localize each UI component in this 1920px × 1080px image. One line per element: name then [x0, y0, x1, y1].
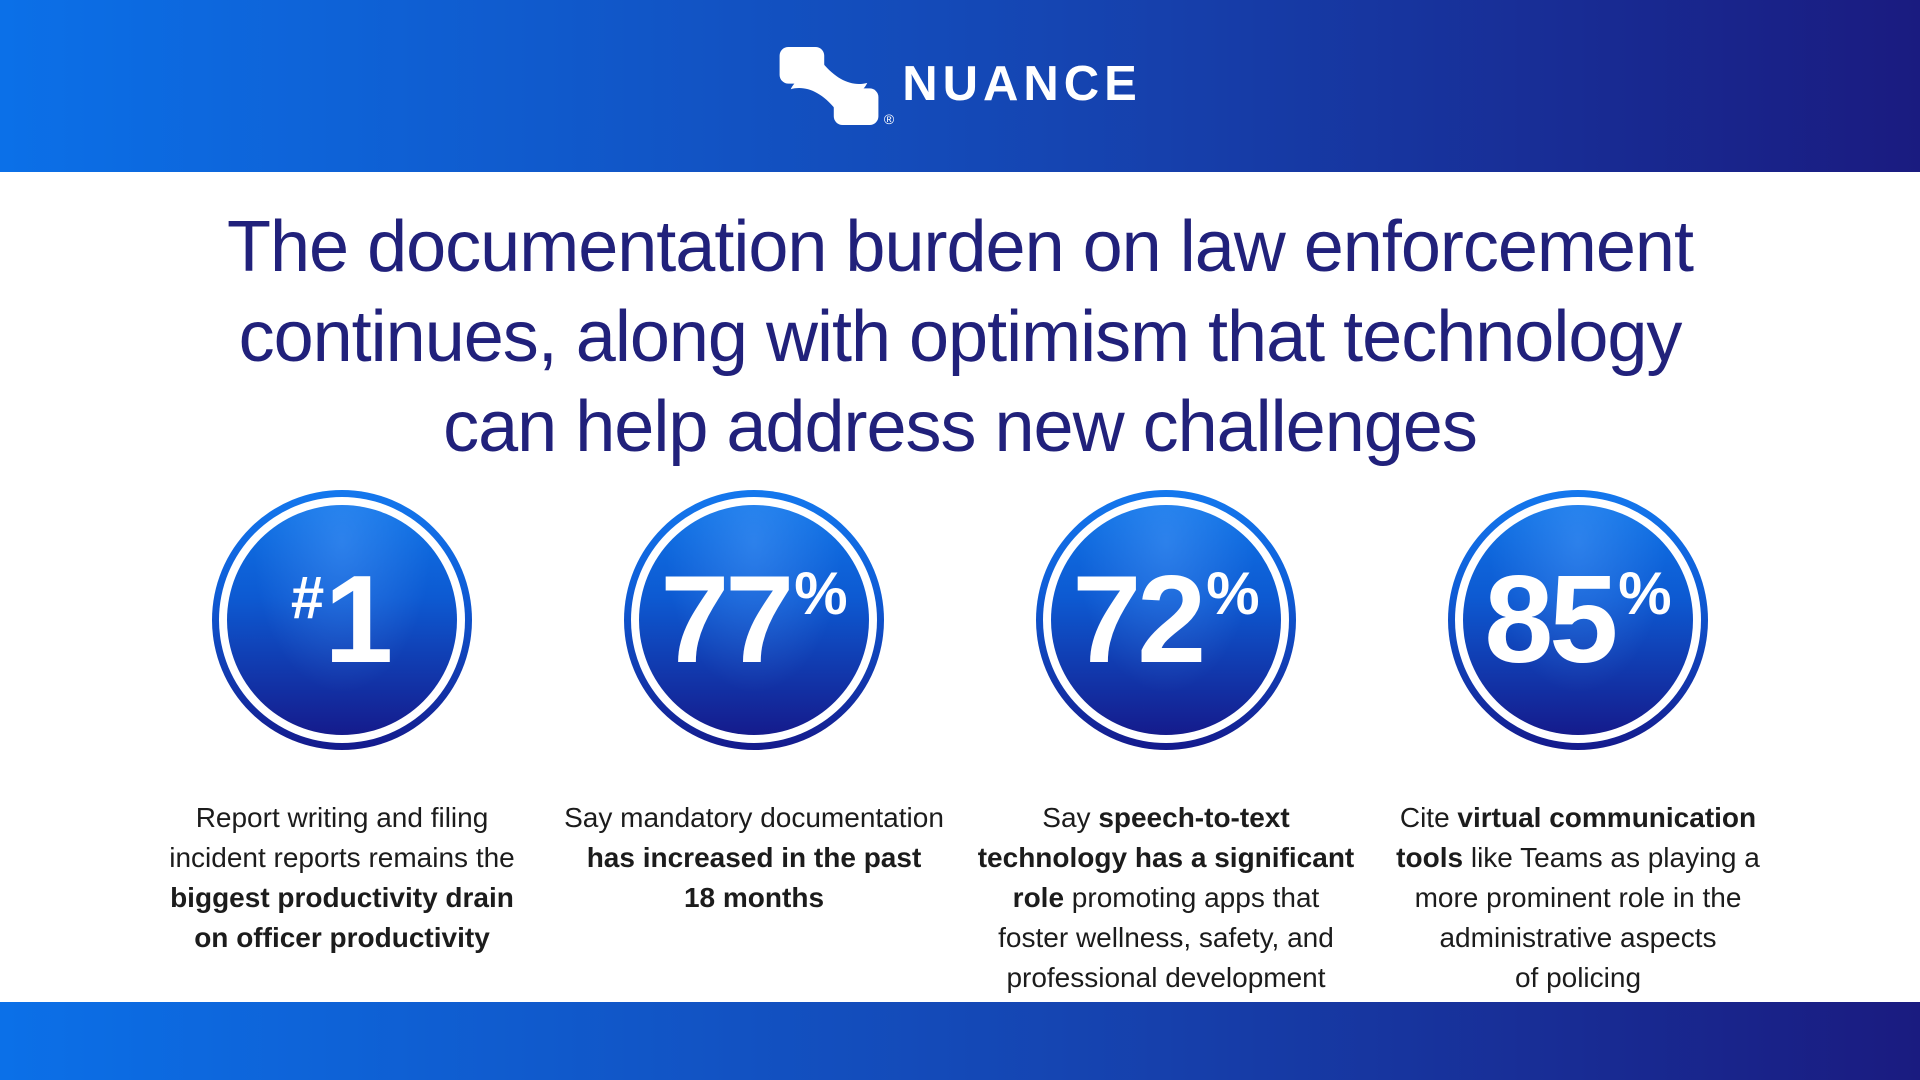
- desc-line: Say mandatory documentation: [564, 802, 944, 833]
- stat-value: 77: [660, 551, 794, 689]
- stats-row: # 1 Report writing and filing incident re…: [0, 490, 1920, 998]
- desc-line: tools like Teams as playing a: [1396, 842, 1760, 873]
- desc-line: incident reports remains the: [169, 842, 515, 873]
- stat-badge: 85 %: [1448, 490, 1708, 750]
- bottom-brand-bar: [0, 1002, 1920, 1080]
- desc-line: has increased in the past: [586, 842, 922, 873]
- nuance-swoosh-icon-svg: [779, 46, 879, 126]
- desc-line: administrative aspects: [1439, 922, 1717, 953]
- swoosh-flag-bottom: [790, 75, 879, 126]
- registered-mark-icon: ®: [883, 111, 895, 127]
- stat-number: 85 %: [1484, 558, 1671, 682]
- desc-line: professional development: [1006, 962, 1326, 993]
- desc-line: on officer productivity: [194, 922, 490, 953]
- stat-number: # 1: [291, 558, 393, 682]
- page-title: The documentation burden on law enforcem…: [0, 202, 1920, 472]
- stat-description: Report writing and filing incident report…: [169, 798, 515, 958]
- stat-badge-inner: # 1: [227, 505, 457, 735]
- headline-line-1: The documentation burden on law enforcem…: [227, 207, 1694, 287]
- stat-number: 77 %: [660, 558, 847, 682]
- stat-badge-ring: # 1: [219, 497, 465, 743]
- stat-description: Say mandatory documentation has increased…: [564, 798, 944, 918]
- nuance-logo: ® NUANCE: [778, 45, 1142, 127]
- headline-line-3: can help address new challenges: [443, 387, 1478, 467]
- stat-badge: 77 %: [624, 490, 884, 750]
- stat-badge-ring: 77 %: [631, 497, 877, 743]
- stat-card-rank: # 1 Report writing and filing incident re…: [141, 490, 543, 998]
- desc-line: 18 months: [683, 882, 825, 913]
- desc-line: technology has a significant: [977, 842, 1355, 873]
- desc-line: foster wellness, safety, and: [998, 922, 1334, 953]
- stat-suffix: %: [1618, 560, 1672, 627]
- stat-badge: # 1: [212, 490, 472, 750]
- nuance-swoosh-icon: ®: [778, 45, 894, 127]
- stat-badge-ring: 85 %: [1455, 497, 1701, 743]
- desc-line: role promoting apps that: [1012, 882, 1320, 913]
- stat-value: 85: [1484, 551, 1618, 689]
- stat-suffix: %: [1206, 560, 1260, 627]
- stat-badge-inner: 77 %: [639, 505, 869, 735]
- desc-line: biggest productivity drain: [170, 882, 514, 913]
- stat-card-85: 85 % Cite virtual communication tools lik…: [1377, 490, 1779, 998]
- stat-value: 72: [1072, 551, 1206, 689]
- stat-card-77: 77 % Say mandatory documentation has incr…: [553, 490, 955, 998]
- stat-number: 72 %: [1072, 558, 1259, 682]
- stat-prefix: #: [290, 564, 325, 631]
- stat-card-72: 72 % Say speech-to-text technology has a …: [965, 490, 1367, 998]
- stat-value: 1: [324, 551, 393, 689]
- desc-line: of policing: [1514, 962, 1642, 993]
- top-brand-bar: ® NUANCE: [0, 0, 1920, 172]
- logo-wordmark: NUANCE: [902, 56, 1142, 111]
- stat-badge-ring: 72 %: [1043, 497, 1289, 743]
- headline-line-2: continues, along with optimism that tech…: [238, 297, 1683, 377]
- stat-badge-inner: 85 %: [1463, 505, 1693, 735]
- stat-description: Say speech-to-text technology has a signi…: [978, 798, 1355, 998]
- desc-line: Report writing and filing: [195, 802, 489, 833]
- desc-line: Say speech-to-text: [1042, 802, 1290, 833]
- desc-line: Cite virtual communication: [1399, 802, 1757, 833]
- desc-line: more prominent role in the: [1414, 882, 1742, 913]
- stat-suffix: %: [794, 560, 848, 627]
- stat-badge-inner: 72 %: [1051, 505, 1281, 735]
- stat-badge: 72 %: [1036, 490, 1296, 750]
- stat-description: Cite virtual communication tools like Tea…: [1396, 798, 1760, 998]
